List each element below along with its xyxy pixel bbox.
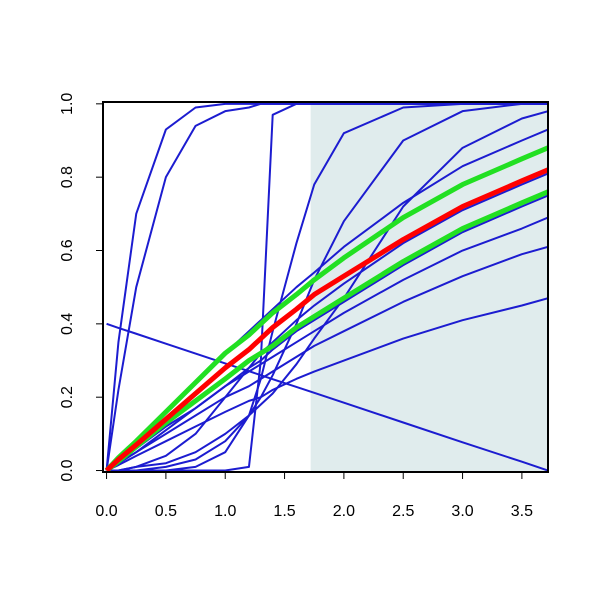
y-tick-label: 0.2 <box>59 386 76 408</box>
x-tick-label: 2.0 <box>333 503 355 520</box>
series-line <box>106 245 548 472</box>
y-tick-label: 0.0 <box>59 459 76 481</box>
series-line <box>104 145 548 472</box>
y-tick-label: 0.4 <box>59 313 76 335</box>
x-tick-label: 3.5 <box>511 503 533 520</box>
series-line <box>106 110 548 472</box>
x-tick-label: 1.5 <box>273 503 295 520</box>
shaded-region <box>310 102 548 472</box>
plot-frame <box>102 101 549 473</box>
x-tick-label: 1.0 <box>214 503 236 520</box>
x-tick-label: 2.5 <box>392 503 414 520</box>
x-tick-label: 0.5 <box>155 503 177 520</box>
series-line <box>106 297 548 472</box>
series-line <box>106 102 548 472</box>
series-line <box>104 167 548 472</box>
series-line <box>106 322 548 472</box>
series-line <box>106 194 548 472</box>
x-tick-label: 0.0 <box>95 503 117 520</box>
x-tick-label: 3.0 <box>451 503 473 520</box>
y-tick-label: 0.8 <box>59 166 76 188</box>
y-tick-label: 0.6 <box>59 239 76 261</box>
y-tick-label: 1.0 <box>59 93 76 115</box>
